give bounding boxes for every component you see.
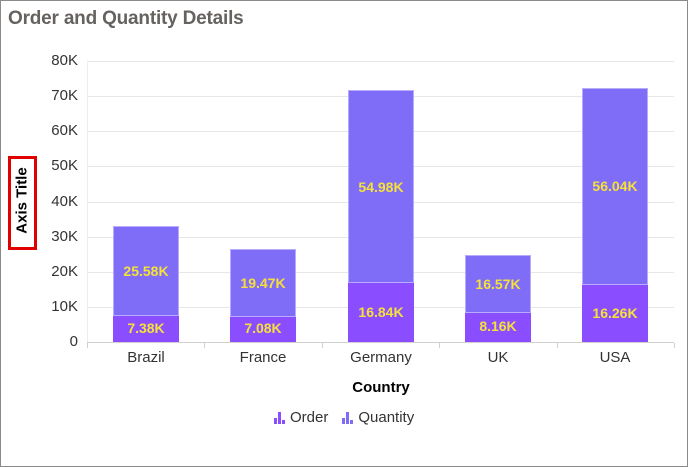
bar-segment-quantity[interactable]: 25.58K <box>113 226 179 316</box>
data-label-quantity: 16.57K <box>475 276 521 292</box>
y-tick-label: 10K <box>51 298 78 315</box>
y-tick-label: 80K <box>51 52 78 69</box>
data-label-quantity: 54.98K <box>358 179 404 195</box>
bar-segment-quantity[interactable]: 19.47K <box>230 249 296 317</box>
bar-uk[interactable]: 16.57K 8.16K <box>465 255 531 342</box>
y-tick-label: 40K <box>51 193 78 210</box>
x-tick <box>557 343 558 348</box>
x-tick-label: UK <box>487 349 509 366</box>
x-tick-label: USA <box>599 349 631 366</box>
data-label-quantity: 25.58K <box>123 263 169 279</box>
legend-item-quantity[interactable]: Quantity <box>342 409 414 426</box>
bar-brazil[interactable]: 25.58K 7.38K <box>113 226 179 342</box>
data-label-order: 8.16K <box>479 318 517 334</box>
bar-segment-quantity[interactable]: 16.57K <box>465 255 531 313</box>
x-tick-label: Germany <box>350 349 412 366</box>
bar-segment-quantity[interactable]: 56.04K <box>582 88 648 285</box>
x-axis-line <box>87 342 674 343</box>
x-tick <box>439 343 440 348</box>
legend: Order Quantity <box>274 409 428 426</box>
x-tick <box>204 343 205 348</box>
bar-segment-quantity[interactable]: 54.98K <box>348 90 414 283</box>
bar-usa[interactable]: 56.04K 16.26K <box>582 88 648 342</box>
y-tick-label: 0 <box>69 333 78 350</box>
data-label-quantity: 19.47K <box>240 275 286 291</box>
y-tick-label: 20K <box>51 263 78 280</box>
gridline <box>87 61 674 62</box>
data-label-order: 16.84K <box>358 304 404 320</box>
y-tick-label: 70K <box>51 87 78 104</box>
bar-germany[interactable]: 54.98K 16.84K <box>348 90 414 342</box>
y-tick-label: 60K <box>51 122 78 139</box>
x-axis-title: Country <box>352 379 410 396</box>
legend-item-order[interactable]: Order <box>274 409 328 426</box>
x-tick <box>674 343 675 348</box>
bar-segment-order[interactable]: 16.26K <box>582 285 648 342</box>
legend-label: Quantity <box>358 409 415 426</box>
data-label-quantity: 56.04K <box>592 178 638 194</box>
data-label-order: 16.26K <box>592 305 638 321</box>
y-axis-line <box>87 63 88 343</box>
y-tick-label: 30K <box>51 228 78 245</box>
bar-segment-order[interactable]: 16.84K <box>348 283 414 342</box>
x-tick <box>87 343 88 348</box>
x-tick <box>322 343 323 348</box>
bar-chart-icon <box>342 411 354 424</box>
chart-title: Order and Quantity Details <box>8 8 244 29</box>
x-tick-label: France <box>239 349 287 366</box>
bar-france[interactable]: 19.47K 7.08K <box>230 249 296 342</box>
data-label-order: 7.08K <box>244 320 282 336</box>
y-axis-title-highlight: Axis Title <box>8 156 37 250</box>
x-tick-label: Brazil <box>127 349 165 366</box>
bar-segment-order[interactable]: 7.08K <box>230 317 296 342</box>
bar-segment-order[interactable]: 7.38K <box>113 316 179 342</box>
legend-label: Order <box>290 409 329 426</box>
bar-segment-order[interactable]: 8.16K <box>465 313 531 342</box>
y-axis-title: Axis Title <box>13 167 31 234</box>
y-tick-label: 50K <box>51 157 78 174</box>
bar-chart-icon <box>274 411 286 424</box>
data-label-order: 7.38K <box>127 320 165 336</box>
